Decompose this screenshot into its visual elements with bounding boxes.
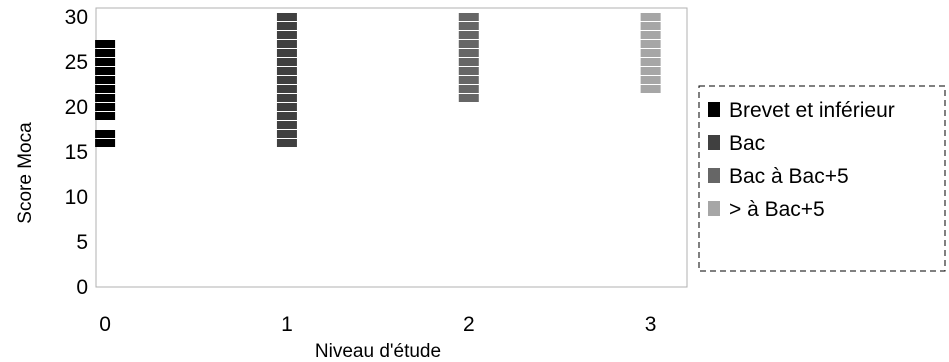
data-point-2-9 <box>458 13 479 21</box>
data-point-0-10 <box>95 40 116 48</box>
data-point-0-3 <box>95 103 116 111</box>
data-point-3-3 <box>640 58 661 66</box>
data-point-0-8 <box>95 58 116 66</box>
plot-area <box>95 7 688 288</box>
x-tick-label: 2 <box>463 313 475 336</box>
data-point-2-8 <box>458 22 479 30</box>
data-point-2-6 <box>458 40 479 48</box>
y-tick-label: 15 <box>65 141 88 164</box>
y-tick-label: 30 <box>65 6 88 29</box>
legend-label: Brevet et inférieur <box>729 99 895 122</box>
data-point-1-12 <box>276 31 297 39</box>
data-point-0-5 <box>95 85 116 93</box>
data-point-1-7 <box>276 76 297 84</box>
data-point-0-9 <box>95 49 116 57</box>
y-axis-title: Score Moca <box>15 122 36 224</box>
data-point-1-8 <box>276 67 297 75</box>
data-point-1-2 <box>276 121 297 129</box>
data-point-0-0 <box>95 139 116 147</box>
data-point-3-2 <box>640 67 661 75</box>
data-point-1-3 <box>276 112 297 120</box>
data-point-2-2 <box>458 76 479 84</box>
y-tick-label: 20 <box>65 96 88 119</box>
data-point-1-6 <box>276 85 297 93</box>
data-point-1-5 <box>276 94 297 102</box>
legend-label: Bac <box>729 132 765 155</box>
data-point-3-7 <box>640 22 661 30</box>
data-point-0-6 <box>95 76 116 84</box>
legend: Brevet et inférieur Bac Bac à Bac+5 > à Bac… <box>708 99 895 221</box>
data-point-1-10 <box>276 49 297 57</box>
data-point-0-4 <box>95 94 116 102</box>
data-point-2-1 <box>458 85 479 93</box>
data-point-2-5 <box>458 49 479 57</box>
x-tick-label: 0 <box>99 313 111 336</box>
data-point-1-13 <box>276 22 297 30</box>
x-axis-ticks: 0 1 2 3 <box>99 313 656 336</box>
data-point-1-14 <box>276 13 297 21</box>
legend-label: > à Bac+5 <box>729 198 825 221</box>
data-point-1-9 <box>276 58 297 66</box>
legend-swatch <box>708 168 720 183</box>
data-point-1-1 <box>276 130 297 138</box>
y-tick-label: 5 <box>76 231 88 254</box>
data-point-2-3 <box>458 67 479 75</box>
legend-label: Bac à Bac+5 <box>729 165 849 188</box>
data-marks <box>95 13 661 147</box>
data-point-0-7 <box>95 67 116 75</box>
legend-swatch <box>708 102 720 117</box>
legend-box <box>698 85 946 272</box>
data-point-1-4 <box>276 103 297 111</box>
legend-swatch <box>708 135 720 150</box>
data-point-0-2 <box>95 112 116 120</box>
data-point-3-1 <box>640 76 661 84</box>
data-point-3-5 <box>640 40 661 48</box>
data-point-3-6 <box>640 31 661 39</box>
data-point-1-11 <box>276 40 297 48</box>
y-axis-ticks: 0 5 10 15 20 25 30 <box>65 6 88 299</box>
data-point-3-4 <box>640 49 661 57</box>
data-point-2-4 <box>458 58 479 66</box>
data-point-2-0 <box>458 94 479 102</box>
y-tick-label: 10 <box>65 186 88 209</box>
x-axis-title: Niveau d'étude <box>315 341 441 362</box>
y-tick-label: 0 <box>76 276 88 299</box>
legend-swatch <box>708 201 720 216</box>
data-point-2-7 <box>458 31 479 39</box>
y-tick-label: 25 <box>65 51 88 74</box>
data-point-1-0 <box>276 139 297 147</box>
data-point-3-0 <box>640 85 661 93</box>
data-point-3-8 <box>640 13 661 21</box>
x-tick-label: 1 <box>281 313 293 336</box>
data-point-0-1 <box>95 130 116 138</box>
x-tick-label: 3 <box>645 313 657 336</box>
